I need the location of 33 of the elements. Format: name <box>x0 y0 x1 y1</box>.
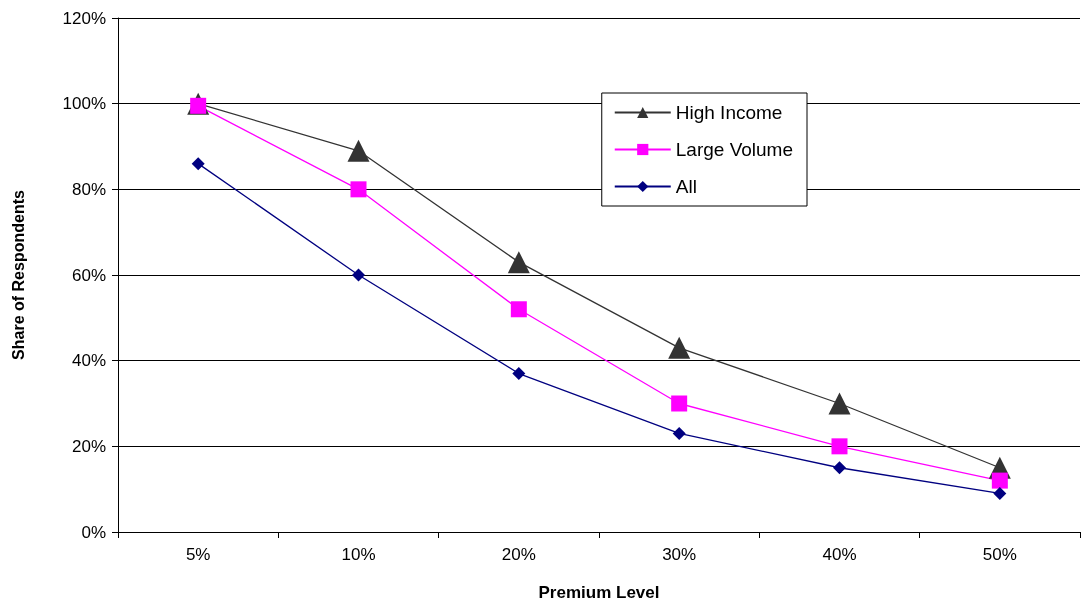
point <box>512 367 526 381</box>
y-tick-label: 20% <box>71 436 106 456</box>
point <box>350 181 367 198</box>
point <box>831 438 848 455</box>
point <box>991 472 1008 489</box>
y-tick-label: 120% <box>62 8 106 28</box>
y-tick-label: 80% <box>71 179 106 199</box>
legend-label: Large Volume <box>675 139 793 160</box>
x-tick-label: 20% <box>501 545 536 564</box>
point <box>347 139 370 162</box>
point <box>668 336 691 359</box>
x-tick-label: 10% <box>341 545 376 564</box>
y-tick-label: 100% <box>62 94 106 114</box>
x-tick-label: 5% <box>185 545 211 564</box>
point <box>507 251 530 274</box>
y-tick-label: 60% <box>71 265 106 285</box>
x-axis-title: Premium Level <box>538 583 660 602</box>
x-tick-label: 30% <box>662 545 697 564</box>
point <box>671 395 688 412</box>
y-axis-title: Share of Respondents <box>9 190 27 360</box>
legend-label: High Income <box>675 102 783 123</box>
point <box>510 301 527 318</box>
x-tick-label: 40% <box>822 545 857 564</box>
point <box>672 426 686 440</box>
point <box>993 486 1007 500</box>
x-tick-label: 50% <box>982 545 1017 564</box>
y-tick-label: 0% <box>81 522 106 542</box>
point <box>833 461 846 475</box>
legend-label: All <box>675 176 697 197</box>
y-tick-label: 40% <box>71 351 106 371</box>
point <box>352 268 365 282</box>
point <box>828 392 851 415</box>
point <box>191 157 205 171</box>
